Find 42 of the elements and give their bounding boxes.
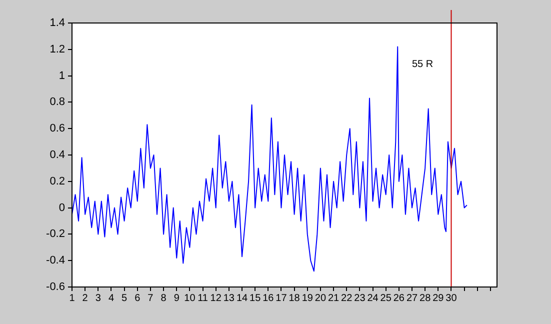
x-tick-label: 19 (302, 292, 314, 304)
y-tick-label: 1.4 (50, 17, 65, 30)
x-tick-label: 10 (184, 292, 196, 304)
x-tick-label: 21 (328, 292, 340, 304)
x-tick-label: 29 (432, 292, 444, 304)
x-tick-label: 12 (210, 292, 222, 304)
x-tick-label: 5 (122, 292, 128, 304)
y-tick-label: -0.6 (46, 281, 65, 294)
x-tick-label: 7 (148, 292, 154, 304)
x-tick-label: 27 (406, 292, 418, 304)
x-tick-label: 8 (160, 292, 167, 304)
x-tick-label: 2 (82, 292, 88, 304)
x-tick-label: 15 (250, 292, 262, 304)
x-tick-label: 23 (354, 292, 366, 304)
x-tick-label: 26 (393, 292, 405, 304)
x-tick-label: 11 (198, 292, 208, 304)
y-tick-label: -0.2 (46, 228, 65, 240)
x-tick-label: 25 (380, 292, 392, 304)
x-tick-label: 28 (420, 292, 432, 304)
x-tick-label: 17 (276, 292, 288, 304)
x-tick-label: 13 (223, 292, 235, 304)
annotation: 55 R (412, 59, 434, 70)
x-tick-label: 1 (69, 292, 76, 304)
x-tick-label: 22 (341, 292, 353, 304)
y-tick-label: 1.2 (50, 43, 65, 56)
x-tick-label: 24 (367, 292, 379, 304)
y-tick-label: 0.2 (50, 175, 65, 188)
y-tick-label: 0.8 (50, 96, 65, 108)
y-tick-label: 0.6 (50, 122, 65, 135)
x-tick-label: 4 (108, 292, 114, 304)
x-tick-label: 30 (446, 292, 458, 304)
x-tick-label: 14 (236, 292, 248, 304)
y-tick-label: 1 (58, 70, 65, 82)
x-tick-label: 18 (288, 292, 300, 304)
x-tick-label: 3 (95, 292, 102, 304)
x-tick-label: 6 (134, 292, 141, 304)
x-tick-label: 9 (174, 292, 180, 304)
x-tick-label: 20 (314, 292, 326, 304)
y-tick-label: 0.4 (50, 149, 65, 162)
y-tick-label: 0 (58, 202, 65, 214)
y-tick-label: -0.4 (46, 254, 65, 267)
x-tick-label: 16 (262, 292, 274, 304)
